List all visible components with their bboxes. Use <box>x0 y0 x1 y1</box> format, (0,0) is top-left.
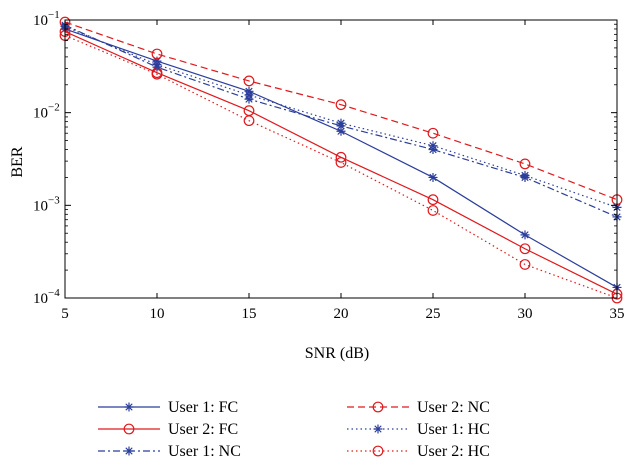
series-5 <box>60 22 622 212</box>
data-point <box>335 151 347 163</box>
data-point <box>243 115 255 127</box>
data-point <box>428 141 438 151</box>
legend-marker <box>124 402 134 412</box>
legend-label: User 1: HC <box>417 421 490 438</box>
legend-item: User 2: NC <box>347 399 490 416</box>
data-point <box>520 170 530 180</box>
data-point <box>427 205 439 216</box>
legend-marker <box>373 424 383 434</box>
data-point <box>519 243 531 255</box>
series-2 <box>59 26 623 300</box>
data-point <box>427 194 439 206</box>
x-axis-label: SNR (dB) <box>305 345 369 362</box>
y-tick-label: 10−1 <box>33 9 60 29</box>
x-tick-label: 35 <box>610 306 625 322</box>
legend-marker <box>124 446 134 456</box>
y-tick-label: 10−4 <box>33 287 60 307</box>
axes-frame <box>64 19 618 299</box>
legend-label: User 1: FC <box>168 399 238 416</box>
legend-item: User 1: NC <box>98 443 241 460</box>
data-point <box>519 259 531 270</box>
legend-label: User 1: NC <box>168 443 241 460</box>
data-point <box>151 68 163 80</box>
legend-marker <box>372 401 384 413</box>
legend-item: User 2: HC <box>347 443 490 460</box>
data-point <box>336 126 346 136</box>
data-point <box>519 158 531 170</box>
legend-label: User 2: HC <box>417 443 490 460</box>
y-tick-label: 10−3 <box>33 194 60 214</box>
legend-marker <box>123 423 135 435</box>
data-point <box>335 157 347 168</box>
x-tick-label: 30 <box>518 306 533 322</box>
y-tick-label: 10−2 <box>33 102 60 122</box>
data-point <box>520 230 530 240</box>
x-tick-label: 25 <box>426 306 441 322</box>
data-point <box>243 75 255 87</box>
x-tick-label: 10 <box>150 306 165 322</box>
data-point <box>335 99 347 111</box>
legend-item: User 2: FC <box>98 421 238 438</box>
axes: 5 10 15 20 25 30 35 10−1 10−2 10−3 10−4 <box>33 9 625 322</box>
data-point <box>152 60 162 70</box>
data-point <box>151 48 163 60</box>
data-point <box>336 118 346 128</box>
legend-item: User 1: HC <box>347 421 490 438</box>
x-tick-label: 20 <box>334 306 349 322</box>
data-point <box>428 172 438 182</box>
series-6 <box>59 30 623 304</box>
legend: User 1: FC User 2: FC User 1: NC User 2: NC… <box>98 399 490 460</box>
series-line <box>64 21 618 201</box>
series-line <box>64 25 618 208</box>
x-tick-label: 5 <box>61 306 69 322</box>
legend-label: User 2: NC <box>417 399 490 416</box>
series-4 <box>59 16 623 206</box>
x-tick-label: 15 <box>242 306 257 322</box>
data-point <box>244 90 254 100</box>
legend-marker <box>372 445 384 457</box>
plot-area <box>59 16 623 304</box>
data-point <box>427 127 439 139</box>
legend-label: User 2: FC <box>168 421 238 438</box>
legend-item: User 1: FC <box>98 399 238 416</box>
series-line <box>64 34 618 299</box>
y-axis-label: BER <box>9 146 26 177</box>
